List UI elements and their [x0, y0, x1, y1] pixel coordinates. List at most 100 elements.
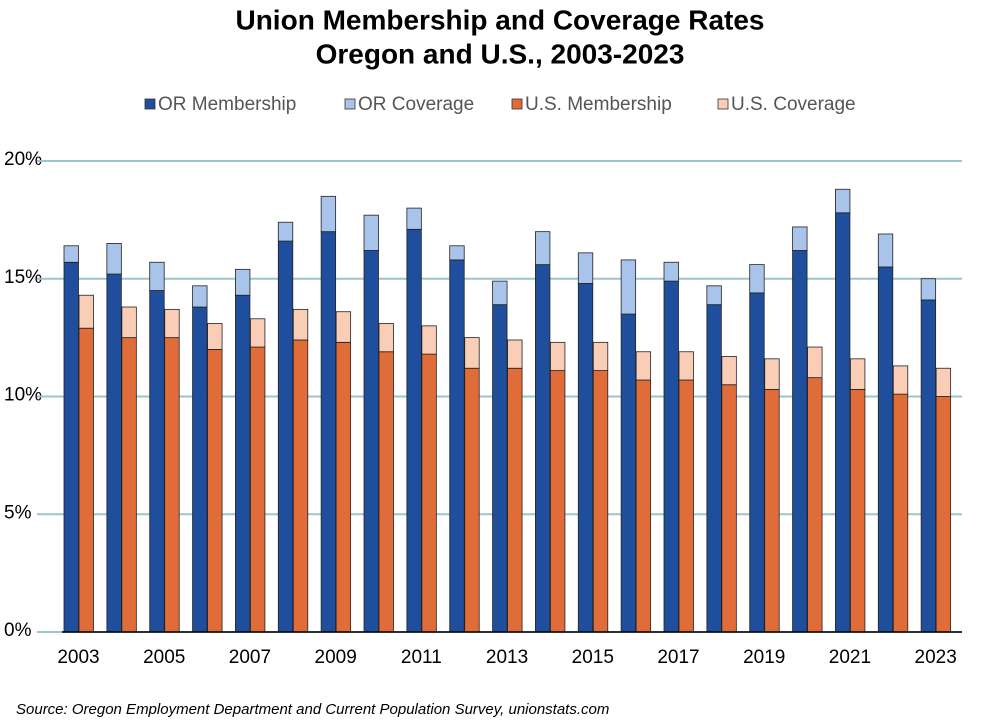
bar-segment	[577, 252, 594, 284]
bar-segment	[663, 261, 679, 282]
legend-swatch	[344, 98, 356, 110]
bar-segment	[149, 261, 165, 291]
bar-segment	[106, 243, 122, 275]
bar-segment	[749, 292, 765, 633]
bar-segment	[277, 221, 294, 242]
bar-segment	[378, 323, 394, 353]
source-note: Source: Oregon Employment Department and…	[16, 701, 609, 718]
bar-segment	[577, 283, 594, 633]
x-tick-label: 2009	[315, 647, 357, 668]
y-tick-label: 0%	[4, 620, 32, 641]
legend-label: OR Coverage	[358, 94, 474, 115]
bar-segment	[850, 358, 866, 390]
bar-segment	[764, 389, 780, 633]
bar-segment	[721, 384, 737, 633]
bar-segment	[635, 379, 652, 633]
x-tick-label: 2015	[572, 647, 614, 668]
bar-segment	[920, 278, 937, 301]
bar-segment	[277, 240, 294, 633]
bar-segment	[335, 311, 352, 343]
bar-segment	[792, 250, 808, 633]
chart-title: Union Membership and Coverage Rates	[235, 4, 764, 35]
bar-segment	[292, 339, 309, 633]
bar-segment	[706, 304, 722, 633]
bar-segment	[507, 339, 523, 369]
legend-label: U.S. Coverage	[731, 94, 856, 115]
bar-segment	[78, 327, 94, 633]
bar-segment	[63, 261, 79, 633]
bar-segment	[620, 313, 637, 633]
bar-segment	[535, 264, 551, 633]
chart-subtitle: Oregon and U.S., 2003-2023	[316, 38, 685, 69]
legend-label: OR Membership	[158, 94, 296, 115]
bar-segment	[192, 285, 208, 308]
bar-segment	[835, 188, 851, 214]
bar-segment	[406, 207, 422, 230]
x-tick-label: 2019	[743, 647, 785, 668]
bar-segment	[235, 268, 251, 296]
bar-segment	[464, 337, 480, 369]
bar-segment	[550, 370, 566, 633]
bar-segment	[78, 294, 94, 329]
bar-segment	[807, 377, 823, 633]
bar-segment	[635, 351, 652, 381]
bar-segment	[663, 280, 679, 633]
bar-segment	[678, 351, 694, 381]
bar-segment	[421, 353, 437, 633]
legend-swatch	[717, 98, 729, 110]
bar-segment	[449, 259, 465, 633]
bar-segment	[406, 228, 422, 633]
bar-segment	[792, 226, 808, 251]
y-tick-label: 5%	[4, 502, 32, 523]
bar-segment	[935, 367, 952, 397]
bar-segment	[464, 367, 480, 633]
x-tick-label: 2011	[401, 647, 442, 668]
bar-segment	[592, 370, 609, 633]
y-tick-label: 15%	[4, 267, 42, 288]
bar-segment	[850, 389, 866, 633]
bar-segment	[121, 306, 137, 339]
x-tick-label: 2013	[486, 647, 528, 668]
legend-swatch	[144, 98, 156, 110]
x-tick-label: 2017	[657, 647, 699, 668]
bar-segment	[363, 250, 379, 633]
bar-segment	[892, 393, 909, 633]
bar-segment	[363, 214, 379, 251]
x-tick-label: 2005	[143, 647, 185, 668]
bar-segment	[106, 273, 122, 633]
x-tick-label: 2021	[829, 647, 871, 668]
bar-segment	[292, 308, 309, 341]
bar-segment	[250, 346, 266, 633]
bar-segment	[492, 280, 508, 306]
bar-segment	[892, 365, 909, 395]
bar-segment	[877, 233, 894, 268]
bar-segment	[721, 356, 737, 386]
bar-segment	[250, 318, 266, 348]
bar-segment	[877, 266, 894, 633]
bar-segment	[320, 195, 337, 233]
bar-segment	[535, 231, 551, 266]
bar-segment	[550, 341, 566, 371]
bar-segment	[492, 304, 508, 633]
bar-segment	[421, 325, 437, 355]
legend-label: U.S. Membership	[525, 94, 672, 115]
bar-segment	[164, 337, 180, 633]
bar-segment	[678, 379, 694, 633]
bar-segment	[592, 341, 609, 371]
bar-segment	[507, 367, 523, 633]
x-tick-label: 2007	[229, 647, 271, 668]
bar-segment	[207, 348, 223, 633]
bar-segment	[378, 351, 394, 633]
bar-segment	[749, 264, 765, 294]
bar-segment	[235, 294, 251, 633]
bar-segment	[449, 245, 465, 261]
bar-segment	[63, 245, 79, 263]
bar-segment	[335, 341, 352, 633]
x-tick-label: 2003	[57, 647, 99, 668]
bar-segment	[620, 259, 637, 315]
bar-segment	[920, 299, 937, 633]
bar-segment	[835, 212, 851, 633]
bar-segment	[935, 396, 952, 633]
bar-segment	[320, 231, 337, 633]
